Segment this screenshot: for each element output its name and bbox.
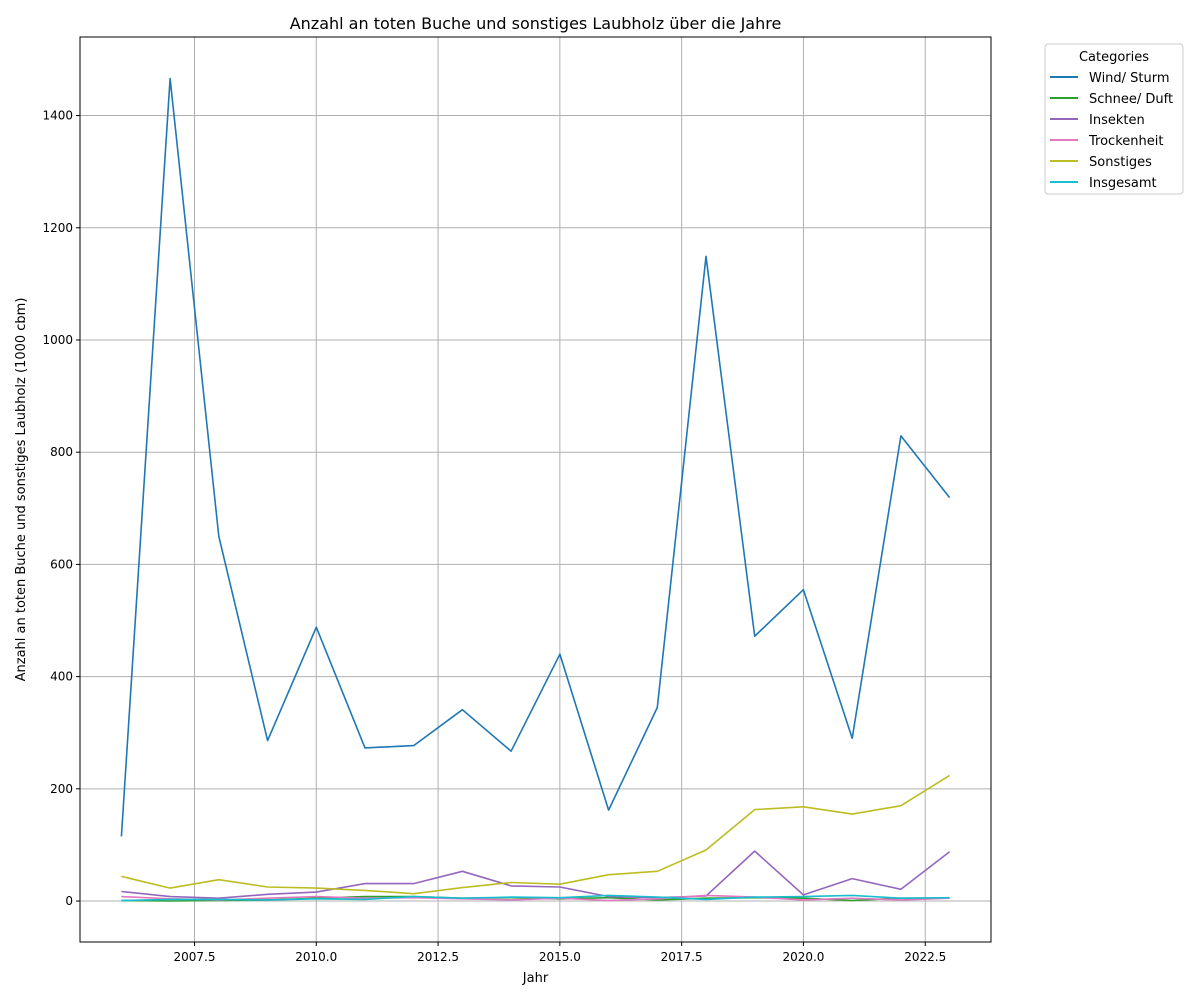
y-tick-label: 0 bbox=[65, 894, 73, 908]
x-tick-label: 2012.5 bbox=[417, 950, 459, 964]
y-tick-label: 400 bbox=[50, 670, 73, 684]
series-line-insekten bbox=[121, 850, 951, 900]
series-line-insgesamt bbox=[121, 894, 950, 902]
y-tick-label: 1000 bbox=[42, 333, 73, 347]
legend-title: Categories bbox=[1079, 50, 1149, 65]
y-axis-title: Anzahl an toten Buche und sonstiges Laub… bbox=[14, 298, 29, 682]
y-tick-label: 600 bbox=[50, 557, 73, 571]
x-tick-label: 2020.0 bbox=[782, 950, 824, 964]
grid bbox=[80, 37, 991, 942]
x-tick-label: 2010.0 bbox=[295, 950, 337, 964]
series-line-trockenheit bbox=[121, 894, 950, 902]
y-axis: 0 200 400 600 800 1000 1200 1400 bbox=[42, 109, 80, 908]
x-axis-title: Jahr bbox=[522, 971, 549, 986]
plot-frame bbox=[79, 36, 992, 943]
y-tick-label: 800 bbox=[50, 445, 73, 459]
y-tick-label: 200 bbox=[50, 782, 73, 796]
x-tick-label: 2017.5 bbox=[661, 950, 703, 964]
chart-title: Anzahl an toten Buche und sonstiges Laub… bbox=[290, 14, 782, 33]
y-tick-label: 1200 bbox=[42, 221, 73, 235]
x-axis: 2007.5 2010.0 2012.5 2015.0 2017.5 2020.0 2022… bbox=[173, 942, 946, 964]
x-tick-label: 2015.0 bbox=[539, 950, 581, 964]
legend-label: Insgesamt bbox=[1089, 176, 1157, 191]
series-line-sonstiges bbox=[121, 774, 951, 895]
legend-label: Insekten bbox=[1089, 113, 1145, 128]
legend-box bbox=[1044, 43, 1184, 195]
legend-label: Sonstiges bbox=[1089, 155, 1152, 170]
series-layer bbox=[120, 77, 951, 902]
y-tick-label: 1400 bbox=[42, 109, 73, 123]
x-tick-label: 2007.5 bbox=[173, 950, 215, 964]
legend: Categories Wind/ Sturm Schnee/ Duft Insekt… bbox=[1044, 43, 1184, 195]
legend-label: Wind/ Sturm bbox=[1089, 71, 1170, 86]
x-tick-label: 2022.5 bbox=[904, 950, 946, 964]
legend-label: Schnee/ Duft bbox=[1089, 92, 1173, 107]
series-line-wind-sturm bbox=[120, 77, 951, 837]
legend-label: Trockenheit bbox=[1088, 134, 1163, 149]
